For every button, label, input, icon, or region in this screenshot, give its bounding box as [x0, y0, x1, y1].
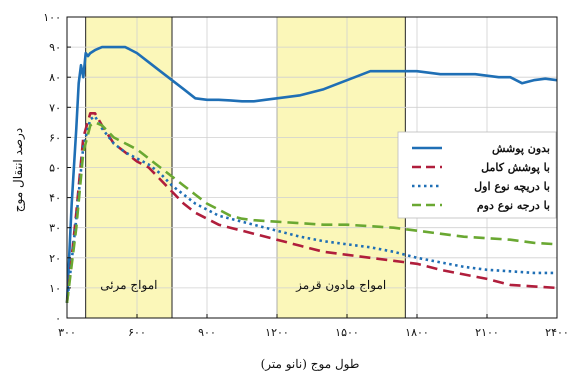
legend-label-3: با درجه نوع دوم: [477, 199, 550, 212]
x-tick-label-0: ۳۰۰: [58, 326, 76, 339]
y-tick-label-2: ۲۰: [49, 252, 61, 265]
x-axis-title: طول موج (نانو متر): [261, 357, 360, 371]
y-tick-label-7: ۷۰: [49, 101, 61, 114]
x-tick-label-3: ۱۲۰۰: [265, 326, 289, 339]
y-axis-title: درصد انتقال موج: [11, 128, 25, 212]
series-lines: [65, 45, 558, 304]
x-tick-label-5: ۱۸۰۰: [405, 326, 429, 339]
legend-box: [397, 131, 557, 219]
y-tick-label-8: ۸۰: [49, 71, 61, 84]
x-tick-label-2: ۹۰۰: [198, 326, 216, 339]
region-labels: امواج مرئی امواج مادون قرمز: [100, 278, 386, 292]
x-tick-label-4: ۱۵۰۰: [335, 326, 359, 339]
legend-label-0: بدون پوشش: [492, 142, 550, 155]
y-tick-label-0: ۰: [55, 312, 61, 325]
legend: بدون پوشش با پوشش کامل با دریچه نوع اول با …: [397, 131, 557, 219]
series-line-3: [65, 121, 558, 304]
legend-label-2: با دریچه نوع اول: [474, 180, 550, 193]
y-tick-label-3: ۳۰: [49, 222, 61, 235]
tick-labels: ۳۰۰ ۶۰۰ ۹۰۰ ۱۲۰۰ ۱۵۰۰ ۱۸۰۰ ۲۱۰۰ ۲۴۰۰ ۰ ۱۰ ۲۰ ۳۰ ۴۰ ۵۰…: [43, 11, 569, 339]
y-tick-label-5: ۵۰: [49, 162, 61, 175]
x-tick-label-7: ۲۴۰۰: [545, 326, 569, 339]
y-tick-label-6: ۶۰: [49, 131, 61, 144]
plot-frame: [66, 16, 558, 319]
series-line-0: [65, 45, 558, 303]
y-tick-label-9: ۹۰: [49, 41, 61, 54]
y-tick-label-4: ۴۰: [49, 192, 61, 205]
y-tick-label-10: ۱۰۰: [43, 11, 61, 24]
x-tick-label-6: ۲۱۰۰: [475, 326, 499, 339]
x-tick-label-1: ۶۰۰: [128, 326, 146, 339]
legend-label-1: با پوشش کامل: [481, 161, 550, 174]
y-tick-label-1: ۱۰: [49, 282, 61, 295]
region-label-1: امواج مادون قرمز: [295, 278, 386, 292]
region-label-0: امواج مرئی: [100, 278, 157, 292]
